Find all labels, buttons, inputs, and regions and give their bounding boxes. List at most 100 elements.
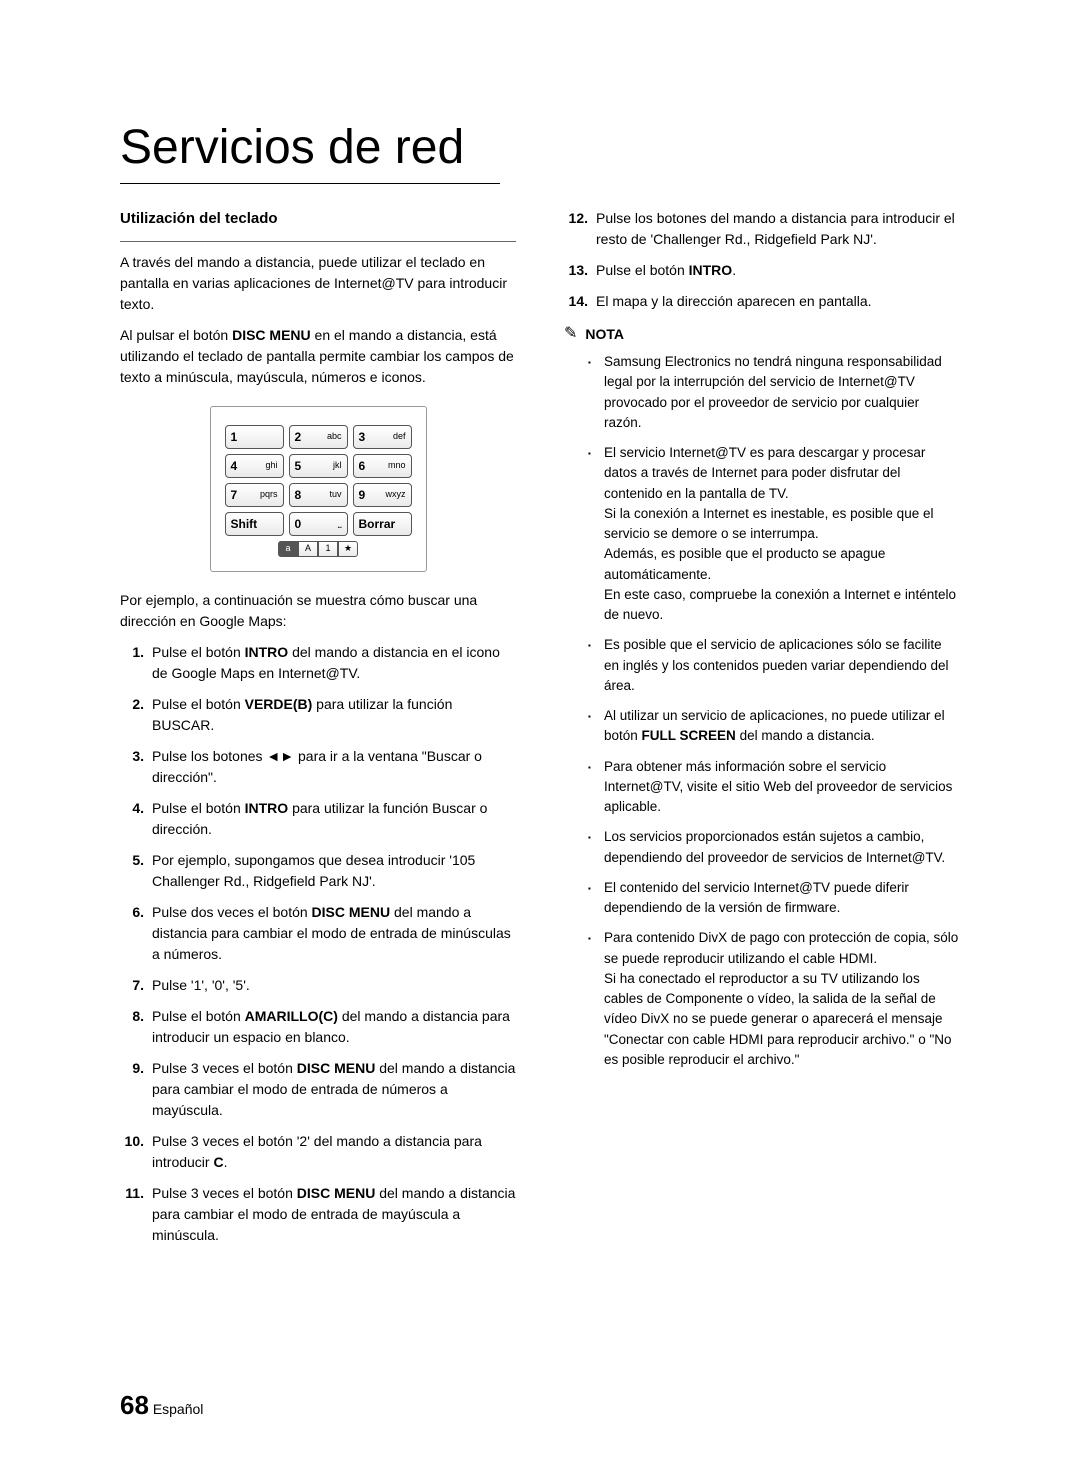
step-plain-text: Pulse '1', '0', '5'. xyxy=(152,977,250,993)
step-number: 11. xyxy=(120,1183,144,1246)
keypad-row: 7pqrs8tuv 9 wxyz xyxy=(225,483,412,507)
title-underline xyxy=(120,183,500,184)
step-number: 1. xyxy=(120,642,144,684)
step-number: 12. xyxy=(564,208,588,250)
keypad-key-number: 3 xyxy=(359,428,366,446)
step-plain-text: Por ejemplo, supongamos que desea introd… xyxy=(152,852,475,889)
step-plain-text: Pulse los botones ◄► para ir a la ventan… xyxy=(152,748,482,785)
keypad-mode-key: A xyxy=(298,541,318,557)
step-bold-text: DISC MENU xyxy=(297,1060,376,1076)
step-item: 1.Pulse el botón INTRO del mando a dista… xyxy=(120,642,516,684)
keypad-key-letters: abc xyxy=(327,430,342,444)
note-text: Para obtener más información sobre el se… xyxy=(604,759,952,815)
step-item: 10.Pulse 3 veces el botón '2' del mando … xyxy=(120,1131,516,1173)
step-plain-text: Pulse dos veces el botón xyxy=(152,904,312,920)
keypad-row: 1 2 abc 3def xyxy=(225,425,412,449)
keypad-key-letters: wxyz xyxy=(386,488,406,502)
step-bold-text: INTRO xyxy=(245,644,289,660)
step-number: 9. xyxy=(120,1058,144,1121)
keypad-key: 5jkl xyxy=(289,454,348,478)
keypad-key: 7pqrs xyxy=(225,483,284,507)
keypad-key-letters: ⎵ xyxy=(338,517,342,531)
example-intro: Por ejemplo, a continuación se muestra c… xyxy=(120,590,516,632)
keypad-key: 1 xyxy=(225,425,284,449)
page-title: Servicios de red xyxy=(120,120,960,175)
keypad-key-letters: ghi xyxy=(265,459,277,473)
step-number: 6. xyxy=(120,902,144,965)
step-text: Pulse el botón AMARILLO(C) del mando a d… xyxy=(152,1006,516,1048)
page-number: 68 xyxy=(120,1390,149,1420)
step-item: 7.Pulse '1', '0', '5'. xyxy=(120,975,516,996)
step-item: 9.Pulse 3 veces el botón DISC MENU del m… xyxy=(120,1058,516,1121)
step-plain-text: Pulse el botón xyxy=(152,644,245,660)
keypad-key-number: 0 xyxy=(295,515,302,533)
note-text: Además, es posible que el producto se ap… xyxy=(604,546,885,581)
right-column: 12. Pulse los botones del mando a distanc… xyxy=(564,208,960,1256)
keypad-key-number: 4 xyxy=(231,457,238,475)
keypad-key: 6mno xyxy=(353,454,412,478)
note-item: Para obtener más información sobre el se… xyxy=(588,757,960,818)
nota-heading: ✎ NOTA xyxy=(564,322,960,346)
intro-p2-text-a: Al pulsar el botón xyxy=(120,327,232,343)
step-item: 8.Pulse el botón AMARILLO(C) del mando a… xyxy=(120,1006,516,1048)
keypad-key: 4 ghi xyxy=(225,454,284,478)
keypad-mode-row: aA1★ xyxy=(225,541,412,557)
step-plain-text: Pulse 3 veces el botón xyxy=(152,1185,297,1201)
steps-list-left: 1.Pulse el botón INTRO del mando a dista… xyxy=(120,642,516,1246)
keypad-key: Shift xyxy=(225,512,284,536)
note-bold-text: FULL SCREEN xyxy=(642,728,736,743)
step-number: 4. xyxy=(120,798,144,840)
step-item: 4.Pulse el botón INTRO para utilizar la … xyxy=(120,798,516,840)
keypad-key-number: Borrar xyxy=(359,515,396,533)
note-text: Si la conexión a Internet es inestable, … xyxy=(604,506,933,541)
note-item: Es posible que el servicio de aplicacion… xyxy=(588,635,960,696)
note-icon: ✎ xyxy=(564,322,577,346)
keypad-key-number: 2 xyxy=(295,428,302,446)
keypad-mode-key: 1 xyxy=(318,541,338,557)
step-plain-text: El mapa y la dirección aparecen en panta… xyxy=(596,293,872,309)
step-bold-text: AMARILLO(C) xyxy=(245,1008,338,1024)
keypad-key: Borrar xyxy=(353,512,412,536)
note-text: En este caso, compruebe la conexión a In… xyxy=(604,587,956,622)
step-bold-text: DISC MENU xyxy=(297,1185,376,1201)
step-bold-text: INTRO xyxy=(245,800,289,816)
keypad-key-number: 6 xyxy=(359,457,366,475)
note-text: Para contenido DivX de pago con protecci… xyxy=(604,930,958,965)
keypad-key: 3def xyxy=(353,425,412,449)
note-item: Al utilizar un servicio de aplicaciones,… xyxy=(588,706,960,747)
steps-list-right: 12. Pulse los botones del mando a distanc… xyxy=(564,208,960,312)
step-plain-text: Pulse el botón xyxy=(152,800,245,816)
step-bold-text: DISC MENU xyxy=(312,904,391,920)
keypad-key-number: 7 xyxy=(231,486,238,504)
step-item: 11. Pulse 3 veces el botón DISC MENU del … xyxy=(120,1183,516,1246)
step-text: Pulse los botones ◄► para ir a la ventan… xyxy=(152,746,516,788)
step-text: Pulse el botón VERDE(B) para utilizar la… xyxy=(152,694,516,736)
keypad-key-number: 9 xyxy=(359,486,366,504)
step-plain-text: Pulse el botón xyxy=(152,696,245,712)
note-text: Es posible que el servicio de aplicacion… xyxy=(604,637,949,693)
step-text: Por ejemplo, supongamos que desea introd… xyxy=(152,850,516,892)
keypad-key-number: 1 xyxy=(231,428,238,446)
step-number: 13. xyxy=(564,260,588,281)
step-text: Pulse dos veces el botón DISC MENU del m… xyxy=(152,902,516,965)
note-text: El contenido del servicio Internet@TV pu… xyxy=(604,880,909,915)
step-plain-text: Pulse el botón xyxy=(152,1008,245,1024)
step-item: 14. El mapa y la dirección aparecen en pa… xyxy=(564,291,960,312)
step-bold-text: INTRO xyxy=(689,262,733,278)
content-columns: Utilización del teclado A través del man… xyxy=(120,208,960,1256)
step-text: Pulse '1', '0', '5'. xyxy=(152,975,250,996)
step-text: Pulse 3 veces el botón DISC MENU del man… xyxy=(152,1183,516,1246)
step-plain-text: Pulse 3 veces el botón xyxy=(152,1060,297,1076)
step-number: 3. xyxy=(120,746,144,788)
keypad: 1 2 abc 3def 4 ghi 5jkl6mno 7pqrs8tuv 9 wxyz Shift… xyxy=(210,406,427,572)
step-number: 14. xyxy=(564,291,588,312)
step-item: 13.Pulse el botón INTRO. xyxy=(564,260,960,281)
note-item: El servicio Internet@TV es para descarga… xyxy=(588,443,960,625)
step-text: Pulse los botones del mando a distancia … xyxy=(596,208,960,250)
section-underline xyxy=(120,241,516,242)
note-text: El servicio Internet@TV es para descarga… xyxy=(604,445,925,501)
step-bold-text: VERDE(B) xyxy=(245,696,313,712)
keypad-key: 8tuv xyxy=(289,483,348,507)
step-text: Pulse el botón INTRO para utilizar la fu… xyxy=(152,798,516,840)
keypad-key-number: Shift xyxy=(231,515,258,533)
